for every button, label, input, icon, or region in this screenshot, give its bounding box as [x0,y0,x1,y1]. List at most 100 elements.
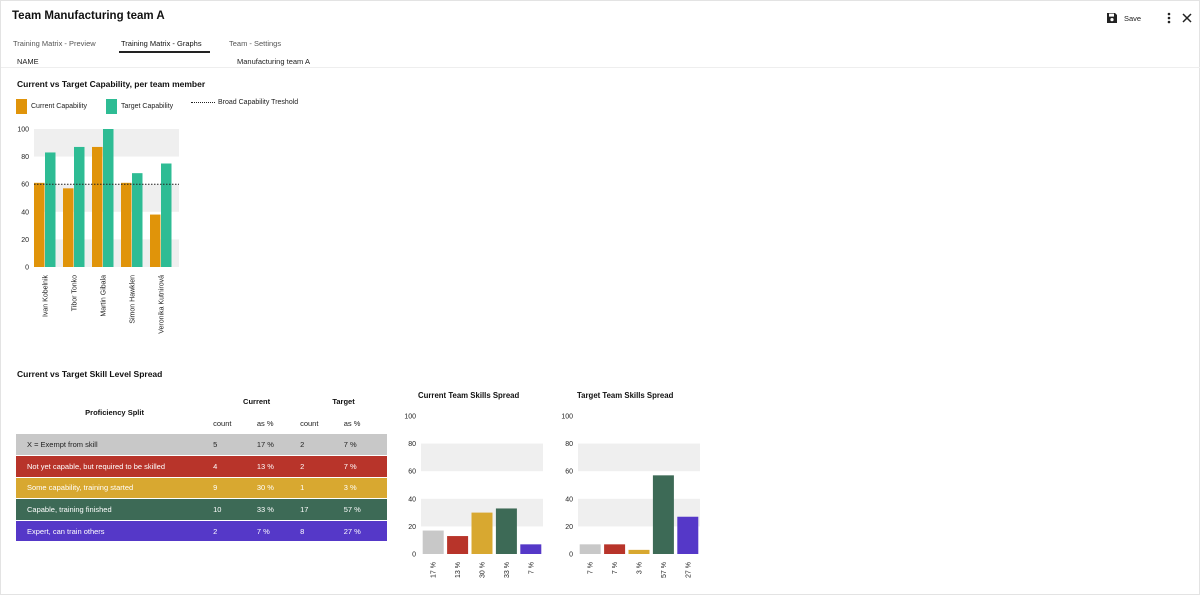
x-tick-label: 3 % [637,562,644,574]
y-tick-label: 20 [21,237,29,244]
x-tick-label: 17 % [431,562,438,578]
x-tick-label: 33 % [504,562,511,578]
y-tick-label: 60 [21,182,29,189]
y-tick-label: 20 [408,524,416,531]
active-tab-indicator [119,51,210,53]
bar-target [132,173,143,267]
save-label: Save [1124,13,1142,23]
target-count: 2 [300,455,344,478]
bar [604,544,626,554]
y-tick-label: 80 [565,441,573,448]
target-pct: 3 % [343,477,387,500]
bar [447,536,469,554]
spread-section-title: Current vs Target Skill Level Spread [17,369,163,379]
floppy-disk-icon [1107,13,1117,23]
target-count: 8 [300,520,344,543]
target-spread-chart: 0 20 40 60 80 100 7 % 7 % 3 % 57 % 27 % [561,414,700,578]
capability-bar-chart: 0 20 40 60 80 100 Ivan Kobelnik Tibor Tonko Mart… [17,127,179,334]
current-pct: 7 % [256,520,301,543]
bar [628,549,650,554]
close-icon[interactable] [1181,11,1193,23]
y-tick-label: 100 [17,127,29,134]
target-count: 2 [300,434,344,457]
bar-current [34,182,45,267]
bar [495,508,517,554]
target-pct-header: as % [343,418,361,428]
y-tick-label: 60 [408,469,416,476]
legend-dash-threshold [191,102,215,103]
bar [652,475,674,554]
x-tick-label: Simon Hawklen [130,275,137,324]
bar [471,512,493,554]
name-row: NAME Manufacturing team A [1,53,1200,68]
y-tick-label: 40 [565,496,573,503]
tab-team-settings[interactable]: Team - Settings [229,39,282,48]
tab-training-matrix-graphs[interactable]: Training Matrix - Graphs [121,39,202,48]
row-label: Some capability, training started [16,477,214,500]
grid-band [578,443,700,472]
target-pct: 7 % [343,434,387,457]
tab-bar: Training Matrix - Preview Training Matri… [1,34,1200,53]
legend-item-threshold: Broad Capability Treshold [191,99,298,106]
capability-section-title: Current vs Target Capability, per team m… [17,79,206,89]
x-tick-label: 57 % [661,562,668,578]
x-tick-label: 7 % [588,562,595,574]
current-count: 10 [213,498,257,521]
table-row: Expert, can train others 2 7 % 8 27 % [16,520,387,543]
target-count: 17 [300,498,344,521]
bar [579,544,601,554]
bar-target [74,146,85,267]
legend-label-threshold: Broad Capability Treshold [218,99,299,106]
x-tick-label: Martin Gibala [101,275,108,317]
current-header: Current [243,396,271,406]
target-count: 1 [300,477,344,500]
current-spread-title: Current Team Skills Spread [418,391,520,400]
bar-target [45,152,56,267]
name-value: Manufacturing team A [237,57,310,66]
legend-label-current: Current Capability [31,103,88,110]
proficiency-split-header: Proficiency Split [85,407,144,417]
current-pct: 33 % [256,498,301,521]
target-pct: 57 % [343,498,387,521]
current-count: 9 [213,477,257,500]
grid-band [421,443,543,472]
y-tick-label: 100 [404,414,416,421]
current-pct: 30 % [256,477,301,500]
bar-target [103,129,114,267]
page-title: Team Manufacturing team A [12,10,165,22]
bar [422,530,444,554]
current-count: 5 [213,434,257,457]
y-tick-label: 0 [569,552,573,559]
more-options-icon[interactable] [1164,11,1174,25]
row-label: Not yet capable, but required to be skil… [16,455,214,478]
table-row: Not yet capable, but required to be skil… [16,455,387,478]
y-tick-label: 0 [25,265,29,272]
legend-swatch-current [16,99,27,114]
proficiency-split-table: Proficiency Split Current Target count a… [16,390,387,543]
legend-swatch-target [106,99,117,114]
legend-label-target: Target Capability [121,103,174,110]
legend-item-target: Target Capability [106,99,173,114]
x-tick-label: 13 % [455,562,462,578]
table-row: Capable, training finished 10 33 % 17 57… [16,498,387,521]
y-tick-label: 100 [561,414,573,421]
current-spread-chart: 0 20 40 60 80 100 17 % 13 % 30 % 33 % 7 % [404,414,543,578]
x-tick-label: 7 % [528,562,535,574]
row-label: X = Exempt from skill [16,434,214,457]
legend-item-current: Current Capability [16,99,87,114]
save-button[interactable]: Save [1106,9,1141,27]
x-tick-label: 27 % [685,562,692,578]
target-pct: 27 % [343,520,387,543]
bar-current [92,146,103,267]
x-tick-label: Ivan Kobelnik [43,275,50,318]
target-pct: 7 % [343,455,387,478]
y-tick-label: 20 [565,524,573,531]
y-tick-label: 80 [21,154,29,161]
y-tick-label: 60 [565,469,573,476]
target-count-header: count [300,418,319,428]
y-tick-label: 40 [21,209,29,216]
y-tick-label: 40 [408,496,416,503]
table-row: Some capability, training started 9 30 %… [16,477,387,500]
tab-training-matrix-preview[interactable]: Training Matrix - Preview [13,39,96,48]
